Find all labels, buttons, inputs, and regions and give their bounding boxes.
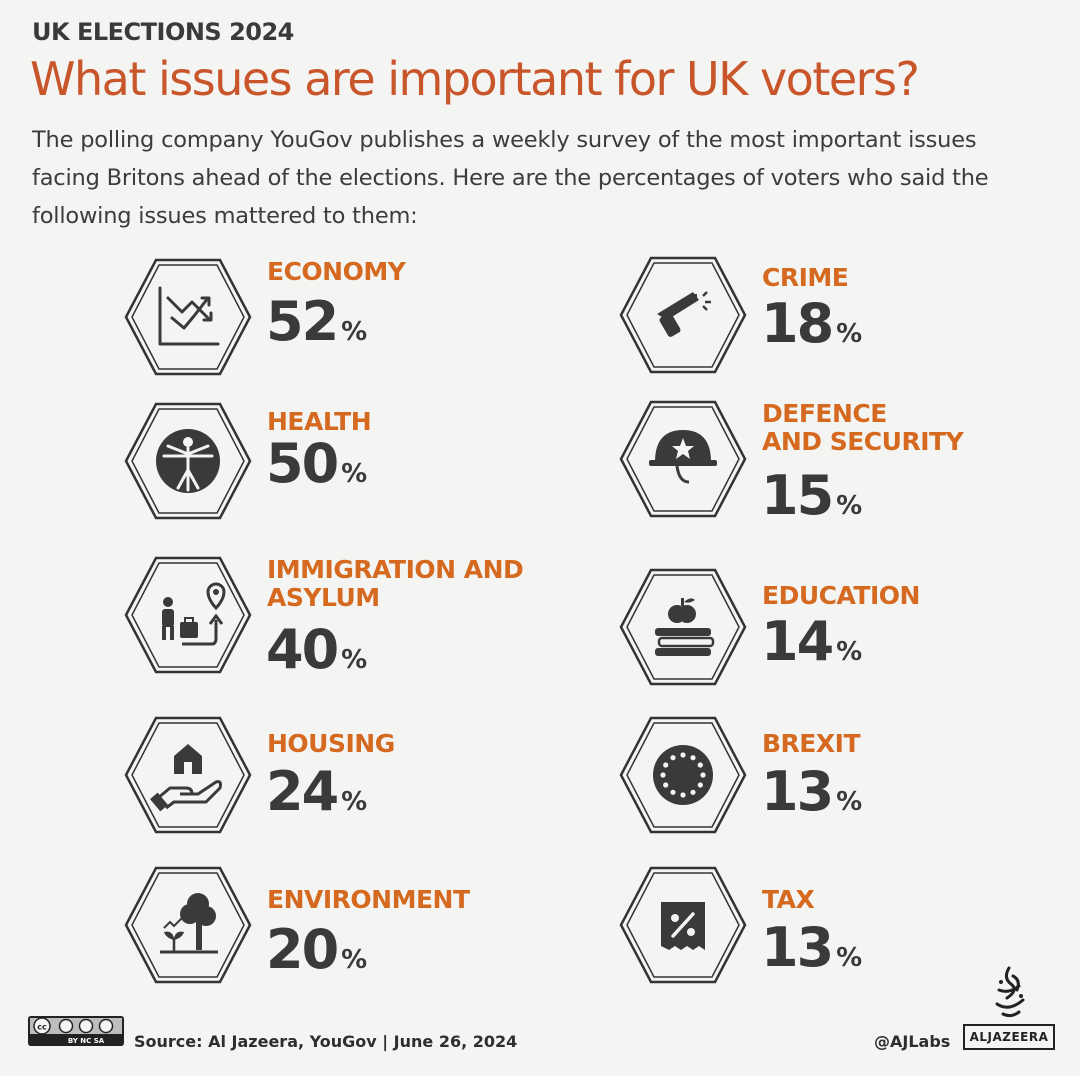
issue-label: HOUSING <box>267 729 395 758</box>
immigration-hexagon <box>124 556 252 674</box>
eu-stars-icon <box>653 745 713 805</box>
aljazeera-logo: ALJAZEERA <box>963 964 1059 1056</box>
issue-label: BREXIT <box>762 729 861 758</box>
issue-value: 24% <box>266 760 367 823</box>
issue-education: EDUCATION 14% <box>619 568 1080 698</box>
issue-label: ECONOMY <box>267 257 406 286</box>
brand-wordmark: ALJAZEERA <box>963 1024 1055 1050</box>
brexit-hexagon <box>619 716 747 834</box>
apple-on-books-icon <box>655 598 715 656</box>
chart-trend-icon <box>158 286 220 346</box>
issue-label: IMMIGRATION AND ASYLUM <box>267 555 524 612</box>
house-in-hand-icon <box>150 744 222 812</box>
source-line: Source: Al Jazeera, YouGov | June 26, 20… <box>134 1032 518 1051</box>
issue-label: TAX <box>762 885 815 914</box>
environment-hexagon <box>124 866 252 984</box>
issue-crime: CRIME 18% <box>619 256 1080 386</box>
crime-hexagon <box>619 256 747 374</box>
issue-economy: ECONOMY 52% <box>124 258 594 388</box>
issue-label: HEALTH <box>267 407 372 436</box>
issue-value: 20% <box>266 918 367 981</box>
health-hexagon <box>124 402 252 520</box>
military-helmet-icon <box>649 430 717 484</box>
issue-value: 13% <box>761 760 862 823</box>
issue-label: CRIME <box>762 263 849 292</box>
creative-commons-icon: cc BY NC SA <box>28 1016 124 1046</box>
issue-housing: HOUSING 24% <box>124 716 594 846</box>
issue-label: ENVIRONMENT <box>267 885 470 914</box>
vitruvian-man-icon <box>156 429 220 493</box>
svg-text:cc: cc <box>37 1023 47 1032</box>
issue-tax: TAX 13% <box>619 866 1080 996</box>
tax-hexagon <box>619 866 747 984</box>
issue-value: 52% <box>266 290 367 353</box>
issue-value: 14% <box>761 610 862 673</box>
issue-health: HEALTH 50% <box>124 402 594 532</box>
gun-hand-icon <box>657 291 711 337</box>
issue-value: 15% <box>761 464 862 527</box>
intro-text: The polling company YouGov publishes a w… <box>32 127 989 229</box>
issue-immigration: IMMIGRATION AND ASYLUM 40% <box>124 556 594 686</box>
kicker: UK ELECTIONS 2024 <box>32 18 294 46</box>
tree-sprout-icon <box>160 893 218 954</box>
percent-receipt-icon <box>661 902 705 950</box>
issue-brexit: BREXIT 13% <box>619 716 1080 846</box>
issue-value: 50% <box>266 432 367 495</box>
issue-value: 40% <box>266 618 367 681</box>
traveller-location-icon <box>162 582 226 646</box>
issue-environment: ENVIRONMENT 20% <box>124 866 594 996</box>
housing-hexagon <box>124 716 252 834</box>
license-text: BY NC SA <box>68 1037 105 1045</box>
issue-defence: DEFENCE AND SECURITY 15% <box>619 400 1080 530</box>
issue-value: 18% <box>761 292 862 355</box>
education-hexagon <box>619 568 747 686</box>
aljazeera-calligraphy-icon <box>995 966 1025 1018</box>
issue-label: EDUCATION <box>762 581 920 610</box>
economy-hexagon <box>124 258 252 376</box>
social-handle: @AJLabs <box>874 1032 951 1051</box>
footer: cc BY NC SA Source: Al Jazeera, YouGov |… <box>28 966 1058 1056</box>
issue-value: 13% <box>761 916 862 979</box>
page-title: What issues are important for UK voters? <box>30 52 920 106</box>
defence-hexagon <box>619 400 747 518</box>
issue-label: DEFENCE AND SECURITY <box>762 399 964 456</box>
